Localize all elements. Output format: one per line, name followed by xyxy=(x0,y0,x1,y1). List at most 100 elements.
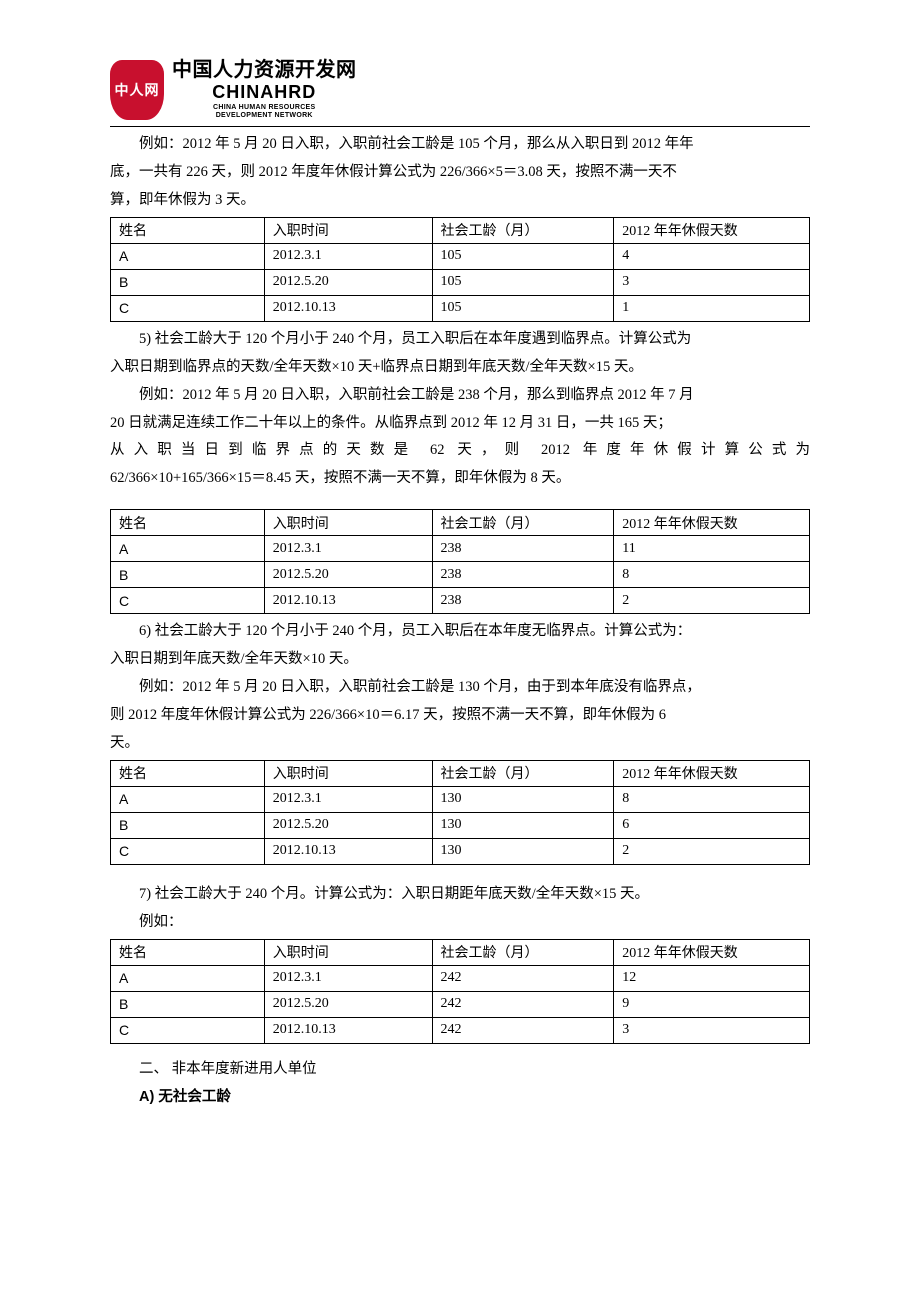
brand-subtitle: CHINA HUMAN RESOURCES DEVELOPMENT NETWOR… xyxy=(213,104,316,119)
th-months: 社会工龄（月） xyxy=(432,760,614,786)
th-days: 2012 年年休假天数 xyxy=(614,510,810,536)
site-logo: 中人网 xyxy=(110,60,164,120)
example-4-line2: 底，一共有 226 天，则 2012 年度年休假计算公式为 226/366×5＝… xyxy=(110,161,810,185)
table-header-row: 姓名 入职时间 社会工龄（月） 2012 年年休假天数 xyxy=(111,510,810,536)
rule-5-line2: 入职日期到临界点的天数/全年天数×10 天+临界点日期到年底天数/全年天数×15… xyxy=(110,356,810,380)
cell-days: 8 xyxy=(614,786,810,812)
th-days: 2012 年年休假天数 xyxy=(614,217,810,243)
section-2-a: A) 无社会工龄 xyxy=(110,1086,810,1110)
cell-hire: 2012.3.1 xyxy=(264,786,432,812)
logo-text: 中人网 xyxy=(115,83,160,98)
cell-name: B xyxy=(111,562,265,588)
document-page: 中人网 中国人力资源开发网 CHINAHRD CHINA HUMAN RESOU… xyxy=(0,0,920,1194)
section-2-title: 二、 非本年度新进用人单位 xyxy=(110,1058,810,1082)
cell-days: 3 xyxy=(614,269,810,295)
example-4-line1: 例如：2012 年 5 月 20 日入职，入职前社会工龄是 105 个月，那么从… xyxy=(110,133,810,157)
th-hire: 入职时间 xyxy=(264,939,432,965)
th-name: 姓名 xyxy=(111,939,265,965)
cell-name: B xyxy=(111,991,265,1017)
th-months: 社会工龄（月） xyxy=(432,217,614,243)
cell-hire: 2012.10.13 xyxy=(264,588,432,614)
table-row: B 2012.5.20 238 8 xyxy=(111,562,810,588)
table-header-row: 姓名 入职时间 社会工龄（月） 2012 年年休假天数 xyxy=(111,760,810,786)
table-header-row: 姓名 入职时间 社会工龄（月） 2012 年年休假天数 xyxy=(111,217,810,243)
rule-7: 7) 社会工龄大于 240 个月。计算公式为：入职日期距年底天数/全年天数×15… xyxy=(110,883,810,907)
example-6-line2: 则 2012 年度年休假计算公式为 226/366×10＝6.17 天，按照不满… xyxy=(110,704,810,728)
th-name: 姓名 xyxy=(111,510,265,536)
header-divider xyxy=(110,126,810,127)
cell-hire: 2012.5.20 xyxy=(264,269,432,295)
cell-months: 242 xyxy=(432,965,614,991)
th-hire: 入职时间 xyxy=(264,217,432,243)
cell-name: C xyxy=(111,588,265,614)
brand-sub-line2: DEVELOPMENT NETWORK xyxy=(216,112,313,119)
rule-6-line1: 6) 社会工龄大于 120 个月小于 240 个月，员工入职后在本年度无临界点。… xyxy=(110,620,810,644)
cell-hire: 2012.5.20 xyxy=(264,991,432,1017)
table-row: C 2012.10.13 242 3 xyxy=(111,1017,810,1043)
cell-hire: 2012.10.13 xyxy=(264,1017,432,1043)
cell-months: 130 xyxy=(432,812,614,838)
cell-days: 6 xyxy=(614,812,810,838)
cell-name: B xyxy=(111,269,265,295)
table-row: B 2012.5.20 242 9 xyxy=(111,991,810,1017)
cell-days: 12 xyxy=(614,965,810,991)
cell-name: C xyxy=(111,838,265,864)
table-row: A 2012.3.1 130 8 xyxy=(111,786,810,812)
cell-months: 130 xyxy=(432,786,614,812)
example-6-line3: 天。 xyxy=(110,732,810,756)
table-row: C 2012.10.13 238 2 xyxy=(111,588,810,614)
cell-days: 2 xyxy=(614,838,810,864)
cell-days: 1 xyxy=(614,295,810,321)
cell-name: A xyxy=(111,536,265,562)
th-months: 社会工龄（月） xyxy=(432,510,614,536)
th-days: 2012 年年休假天数 xyxy=(614,760,810,786)
table-7: 姓名 入职时间 社会工龄（月） 2012 年年休假天数 A 2012.3.1 2… xyxy=(110,939,810,1044)
table-5: 姓名 入职时间 社会工龄（月） 2012 年年休假天数 A 2012.3.1 2… xyxy=(110,509,810,614)
page-header: 中人网 中国人力资源开发网 CHINAHRD CHINA HUMAN RESOU… xyxy=(110,60,810,120)
brand-chinese: 中国人力资源开发网 xyxy=(172,60,357,81)
cell-hire: 2012.3.1 xyxy=(264,965,432,991)
cell-hire: 2012.3.1 xyxy=(264,243,432,269)
brand-sub-line1: CHINA HUMAN RESOURCES xyxy=(213,104,316,111)
table-row: B 2012.5.20 105 3 xyxy=(111,269,810,295)
cell-hire: 2012.10.13 xyxy=(264,838,432,864)
cell-name: C xyxy=(111,1017,265,1043)
table-row: A 2012.3.1 242 12 xyxy=(111,965,810,991)
example-4-line3: 算，即年休假为 3 天。 xyxy=(110,189,810,213)
table-row: C 2012.10.13 130 2 xyxy=(111,838,810,864)
table-4: 姓名 入职时间 社会工龄（月） 2012 年年休假天数 A 2012.3.1 1… xyxy=(110,217,810,322)
cell-months: 238 xyxy=(432,562,614,588)
table-row: A 2012.3.1 238 11 xyxy=(111,536,810,562)
table-row: B 2012.5.20 130 6 xyxy=(111,812,810,838)
cell-months: 130 xyxy=(432,838,614,864)
example-5-line1: 例如：2012 年 5 月 20 日入职，入职前社会工龄是 238 个月，那么到… xyxy=(110,384,810,408)
th-hire: 入职时间 xyxy=(264,760,432,786)
cell-hire: 2012.10.13 xyxy=(264,295,432,321)
cell-name: B xyxy=(111,812,265,838)
cell-days: 11 xyxy=(614,536,810,562)
cell-name: A xyxy=(111,965,265,991)
example-5-line3: 从入职当日到临界点的天数是 62 天，则 2012 年度年休假计算公式为 xyxy=(110,439,810,463)
cell-months: 242 xyxy=(432,1017,614,1043)
section-2-a-prefix: A) xyxy=(139,1089,158,1105)
example-6-line1: 例如：2012 年 5 月 20 日入职，入职前社会工龄是 130 个月，由于到… xyxy=(110,676,810,700)
cell-months: 105 xyxy=(432,243,614,269)
cell-hire: 2012.3.1 xyxy=(264,536,432,562)
rule-5-line1: 5) 社会工龄大于 120 个月小于 240 个月，员工入职后在本年度遇到临界点… xyxy=(110,328,810,352)
brand-english: CHINAHRD xyxy=(212,83,316,102)
th-months: 社会工龄（月） xyxy=(432,939,614,965)
cell-days: 8 xyxy=(614,562,810,588)
th-days: 2012 年年休假天数 xyxy=(614,939,810,965)
section-2-a-text: 无社会工龄 xyxy=(158,1089,231,1105)
th-name: 姓名 xyxy=(111,217,265,243)
rule-6-line2: 入职日期到年底天数/全年天数×10 天。 xyxy=(110,648,810,672)
example-5-line4: 62/366×10+165/366×15＝8.45 天，按照不满一天不算，即年休… xyxy=(110,467,810,491)
cell-days: 3 xyxy=(614,1017,810,1043)
example-5-line2: 20 日就满足连续工作二十年以上的条件。从临界点到 2012 年 12 月 31… xyxy=(110,412,810,436)
cell-months: 238 xyxy=(432,588,614,614)
brand-block: 中国人力资源开发网 CHINAHRD CHINA HUMAN RESOURCES… xyxy=(172,60,357,119)
cell-months: 242 xyxy=(432,991,614,1017)
th-hire: 入职时间 xyxy=(264,510,432,536)
cell-days: 4 xyxy=(614,243,810,269)
cell-hire: 2012.5.20 xyxy=(264,562,432,588)
